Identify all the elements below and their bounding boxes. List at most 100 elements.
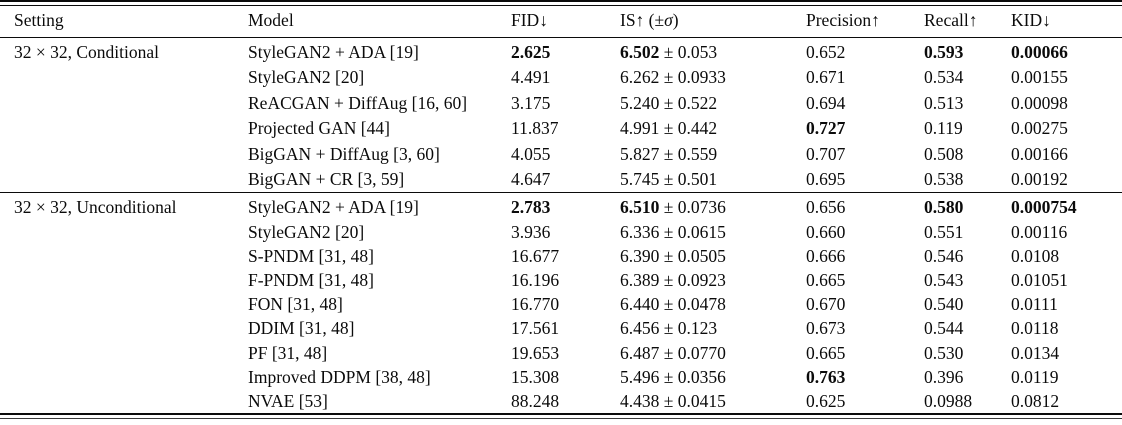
col-header-is: IS↑ (±σ) [620,6,806,38]
table-row: 32 × 32, Conditional StyleGAN2 + ADA [19]… [0,38,1122,66]
precision-cell: 0.656 [806,192,924,220]
section-2: 32 × 32, Unconditional StyleGAN2 + ADA [1… [0,192,1122,414]
kid-cell: 0.00116 [1011,220,1122,244]
recall-cell: 0.530 [924,341,1011,365]
table-row: PF [31, 48] 19.653 6.487 ± 0.0770 0.665 0.53… [0,341,1122,365]
col-header-kid: KID↓ [1011,6,1122,38]
metric-value: 3.175 [511,92,551,113]
sigma-symbol: σ [664,10,673,30]
precision-cell: 0.670 [806,292,924,316]
col-header-recall: Recall↑ [924,6,1011,38]
model-cell: F-PNDM [31, 48] [248,270,374,291]
is-cell: 6.262 ± 0.0933 [620,67,726,88]
metric-value: 0.665 [806,270,846,291]
metric-value: 5.745 [620,169,660,190]
recall-cell: 0.508 [924,142,1011,167]
benchmark-table: Setting Model FID↓ IS↑ (±σ) Precision↑ R… [0,6,1122,414]
metric-value-best: 0.593 [924,42,964,62]
metric-value: 0.665 [806,342,846,363]
model-cell: FON [31, 48] [248,294,343,315]
recall-cell: 0.396 [924,365,1011,389]
recall-cell: 0.544 [924,316,1011,340]
metric-value-best: 0.000754 [1011,197,1077,218]
metric-value: 11.837 [511,118,559,139]
metric-value: 6.456 [620,318,660,339]
metric-value: 88.248 [511,391,560,412]
metric-value: 15.308 [511,366,560,387]
metric-value: 0.534 [924,67,964,88]
metric-value: 0.625 [806,391,846,412]
recall-cell: 0.580 [924,192,1011,220]
metric-value: 0.00275 [1011,118,1068,139]
is-cell: 4.991 ± 0.442 [620,118,718,139]
metric-value: 0.694 [806,92,846,113]
precision-cell: 0.660 [806,220,924,244]
model-cell: BigGAN + DiffAug [3, 60] [248,143,440,164]
fid-cell: 17.561 [511,316,620,340]
recall-cell: 0.546 [924,244,1011,268]
precision-cell: 0.707 [806,142,924,167]
metric-value-best: 0.727 [806,118,846,139]
precision-cell: 0.763 [806,365,924,389]
fid-cell: 4.647 [511,167,620,193]
is-cell: 5.745 ± 0.501 [620,169,718,190]
metric-value: 0.0111 [1011,294,1058,315]
kid-cell: 0.00066 [1011,38,1122,66]
metric-value: 6.262 [620,67,660,88]
metric-value-best: 0.00066 [1011,42,1068,62]
fid-cell: 2.625 [511,38,620,66]
precision-cell: 0.652 [806,38,924,66]
metric-value: 0.00116 [1011,221,1068,242]
metric-value: 0.695 [806,169,846,190]
fid-cell: 16.770 [511,292,620,316]
metric-value: 0.538 [924,169,964,190]
is-cell: 6.456 ± 0.123 [620,318,718,339]
metric-value-best: 0.763 [806,366,846,387]
metric-value: 17.561 [511,318,560,339]
recall-cell: 0.0988 [924,389,1011,413]
metric-value: 0.00166 [1011,143,1068,164]
fid-cell: 3.936 [511,220,620,244]
table-bottom-rule [0,413,1122,420]
metric-value: 0.119 [924,118,963,139]
col-header-model: Model [248,6,511,38]
model-cell: Projected GAN [44] [248,118,390,139]
metric-value: 6.336 [620,221,660,242]
table-row: F-PNDM [31, 48] 16.196 6.389 ± 0.0923 0.665… [0,268,1122,292]
table-row: FON [31, 48] 16.770 6.440 ± 0.0478 0.670 0.5… [0,292,1122,316]
metric-value: 0.0134 [1011,342,1060,363]
metric-value: 5.827 [620,143,660,164]
metric-value: 4.491 [511,67,551,88]
metric-value: 0.0119 [1011,366,1059,387]
fid-cell: 19.653 [511,341,620,365]
model-cell: S-PNDM [31, 48] [248,245,374,266]
is-cell: 6.390 ± 0.0505 [620,245,726,266]
table-row: BigGAN + DiffAug [3, 60] 4.055 5.827 ± 0.5… [0,142,1122,167]
model-cell: DDIM [31, 48] [248,318,355,339]
metric-value: 16.677 [511,245,560,266]
metric-value: 0.0108 [1011,245,1060,266]
col-header-fid: FID↓ [511,6,620,38]
is-cell: 5.496 ± 0.0356 [620,366,726,387]
kid-cell: 0.0812 [1011,389,1122,413]
is-cell: 6.487 ± 0.0770 [620,342,726,363]
kid-cell: 0.000754 [1011,192,1122,220]
metric-value: 6.487 [620,342,660,363]
metric-value: 0.513 [924,92,964,113]
col-header-precision: Precision↑ [806,6,924,38]
fid-cell: 4.491 [511,65,620,90]
metric-value: 0.0118 [1011,318,1059,339]
metric-value: 19.653 [511,342,560,363]
metric-value: 0.666 [806,245,846,266]
metric-value: 5.496 [620,366,660,387]
table-row: Improved DDPM [38, 48] 15.308 5.496 ± 0.03… [0,365,1122,389]
kid-cell: 0.0118 [1011,316,1122,340]
model-cell: NVAE [53] [248,391,328,412]
is-header-prefix: IS↑ (± [620,10,665,30]
kid-cell: 0.0119 [1011,365,1122,389]
metric-value: 4.647 [511,169,551,190]
table-row: DDIM [31, 48] 17.561 6.456 ± 0.123 0.673 0.5… [0,316,1122,340]
metric-value: 0.670 [806,294,846,315]
model-cell: Improved DDPM [38, 48] [248,366,431,387]
recall-cell: 0.593 [924,38,1011,66]
